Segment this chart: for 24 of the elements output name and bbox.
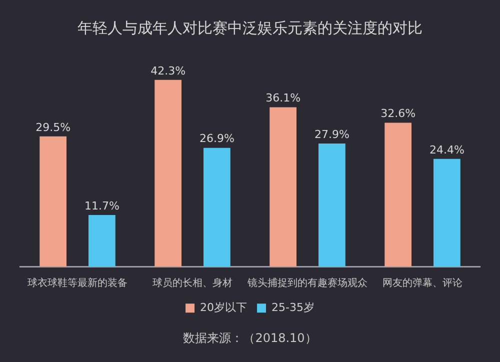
x-tick-label: 球衣球鞋等最新的装备 — [28, 277, 128, 290]
data-label: 24.4% — [429, 143, 464, 156]
bar — [270, 107, 297, 267]
bar — [318, 143, 346, 267]
data-label: 26.9% — [199, 132, 234, 146]
legend-label: 20岁以下 — [200, 300, 248, 314]
data-label: 27.9% — [314, 128, 350, 141]
bar — [203, 148, 230, 267]
x-tick-label: 球员的长相、身材 — [152, 277, 232, 290]
bar — [40, 136, 67, 267]
bar — [433, 158, 460, 267]
bar — [154, 80, 182, 267]
data-label: 42.3% — [150, 64, 186, 78]
x-tick-label: 镜头捕捉到的有趣赛场观众 — [246, 277, 368, 290]
chart-title: 年轻人与成年人对比赛中泛娱乐元素的关注度的对比 — [78, 18, 422, 37]
bar — [384, 122, 412, 267]
data-label: 11.7% — [84, 199, 120, 212]
data-label: 36.1% — [266, 92, 301, 105]
legend-label: 25-35岁 — [272, 300, 314, 314]
x-tick-label: 网友的弹幕、评论 — [382, 277, 462, 290]
bar — [88, 214, 116, 267]
data-label: 29.5% — [36, 120, 71, 134]
source-note: 数据来源：（2018.10） — [183, 330, 317, 345]
data-label: 32.6% — [380, 107, 416, 120]
